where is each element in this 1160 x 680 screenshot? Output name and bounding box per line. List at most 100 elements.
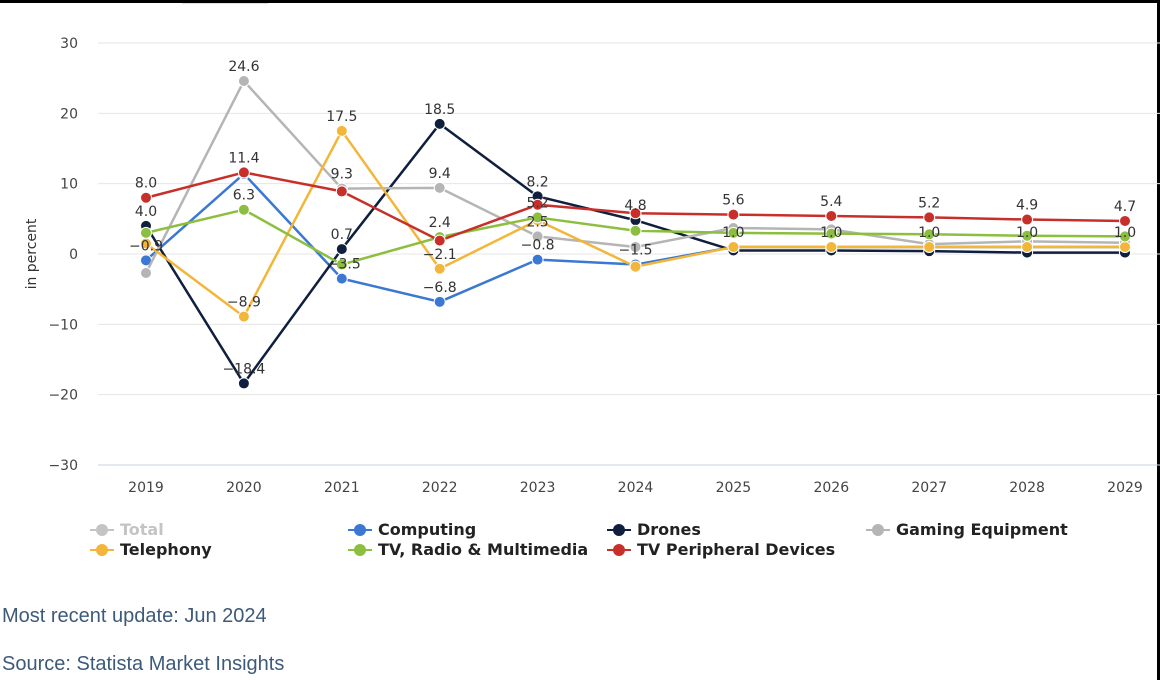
data-point	[433, 181, 446, 194]
x-tick-label: 2028	[1009, 480, 1045, 496]
x-tick-label: 2020	[226, 480, 262, 496]
legend-label: Gaming Equipment	[896, 520, 1068, 539]
data-point	[140, 266, 152, 279]
y-tick-label: 10	[60, 177, 78, 193]
data-label: 5.2	[526, 195, 548, 211]
data-label: 5.6	[722, 193, 744, 209]
data-label: −3.5	[327, 257, 361, 273]
data-point	[727, 226, 740, 239]
data-point	[237, 74, 250, 87]
data-point	[335, 124, 348, 137]
legend-swatch-icon	[607, 523, 631, 537]
data-point	[237, 166, 250, 179]
data-point	[825, 227, 838, 240]
legend-item-telephony[interactable]: Telephony	[90, 540, 212, 559]
data-label: 24.6	[228, 59, 259, 75]
data-point	[727, 208, 740, 221]
data-label: 4.8	[624, 198, 646, 214]
y-tick-label: −10	[48, 317, 78, 333]
data-label: −8.9	[227, 295, 261, 311]
data-label: 5.4	[820, 194, 842, 210]
chart-legend: Total Computing Drones Gaming Equipment …	[90, 520, 1110, 564]
data-label: 1.0	[1016, 225, 1038, 241]
data-label: 6.3	[233, 188, 255, 204]
legend-item-gaming-equipment[interactable]: Gaming Equipment	[866, 520, 1068, 539]
legend-item-drones[interactable]: Drones	[607, 520, 701, 539]
data-label: −18.4	[222, 361, 265, 377]
data-label: 9.4	[429, 166, 451, 182]
legend-item-computing[interactable]: Computing	[348, 520, 476, 539]
data-point	[531, 230, 544, 243]
data-point	[1119, 230, 1131, 243]
data-point	[335, 258, 348, 271]
source-link[interactable]: Source: Statista Market Insights	[2, 653, 285, 675]
data-label: 1.0	[1114, 225, 1136, 241]
y-tick-label: 30	[60, 36, 78, 52]
frame-border-top	[0, 0, 1158, 3]
data-label: 2.4	[429, 215, 451, 231]
data-point	[923, 211, 936, 224]
y-tick-label: 20	[60, 106, 78, 122]
data-point	[1021, 229, 1034, 242]
data-label: 0.7	[331, 227, 353, 243]
x-tick-label: 2019	[128, 480, 164, 496]
data-label: 5.2	[918, 195, 940, 211]
legend-label: Telephony	[120, 540, 212, 559]
data-label: −2.1	[423, 247, 457, 263]
legend-item-tv-peripheral-devices[interactable]: TV Peripheral Devices	[607, 540, 835, 559]
x-tick-label: 2029	[1107, 480, 1143, 496]
data-point	[433, 262, 446, 275]
data-point	[433, 234, 446, 247]
data-point	[923, 228, 936, 241]
data-label: 8.0	[135, 176, 157, 192]
data-point	[1119, 240, 1131, 253]
x-tick-label: 2025	[716, 480, 752, 496]
data-label: 4.7	[1114, 199, 1136, 215]
legend-swatch-icon	[348, 543, 372, 557]
data-point	[1119, 214, 1131, 227]
frame-border-right	[1157, 0, 1160, 680]
data-label: 4.9	[1016, 198, 1038, 214]
x-tick-label: 2023	[520, 480, 556, 496]
series-layer	[140, 74, 1131, 390]
legend-item-tv-radio-multimedia[interactable]: TV, Radio & Multimedia	[348, 540, 588, 559]
data-point	[531, 211, 544, 224]
legend-swatch-icon	[90, 523, 114, 537]
legend-item-total[interactable]: Total	[90, 520, 164, 539]
data-point	[629, 260, 642, 273]
data-point	[237, 310, 250, 323]
data-point	[629, 207, 642, 220]
y-tick-label: 0	[69, 247, 78, 263]
legend-swatch-icon	[90, 543, 114, 557]
data-point	[1021, 240, 1034, 253]
data-label: 11.4	[228, 150, 259, 166]
data-label: −1.5	[619, 243, 653, 259]
data-point	[140, 226, 152, 239]
data-label: −0.8	[521, 238, 555, 254]
x-tick-label: 2027	[911, 480, 947, 496]
data-label: 18.5	[424, 102, 455, 118]
data-label: 9.3	[331, 167, 353, 183]
data-point	[825, 210, 838, 223]
legend-label: Drones	[637, 520, 701, 539]
legend-swatch-icon	[866, 523, 890, 537]
data-point	[531, 253, 544, 266]
data-point	[531, 198, 544, 211]
data-point	[825, 240, 838, 253]
legend-label: Computing	[378, 520, 477, 539]
data-label: 1.0	[918, 225, 940, 241]
data-point	[1021, 213, 1034, 226]
data-point	[923, 240, 936, 253]
axis-layer: 30 20 10 0 −10 −20 −30 2019 2020 2021 2022 2023 2024…	[24, 36, 1143, 496]
y-tick-label: −30	[48, 458, 78, 474]
data-point	[237, 377, 250, 390]
data-label: −6.8	[423, 280, 457, 296]
data-point	[629, 224, 642, 237]
data-label: −0.9	[129, 238, 163, 254]
data-point	[629, 240, 642, 253]
y-axis-title: in percent	[24, 218, 40, 289]
data-point	[335, 272, 348, 285]
data-label: 17.5	[326, 109, 357, 125]
data-label-layer: −0.9 −6.8 −0.8 −1.5 1.0 1.0 1.0 1.0 1.0 4.0 −18.4 0…	[129, 59, 1136, 377]
legend-label: TV Peripheral Devices	[637, 540, 836, 559]
